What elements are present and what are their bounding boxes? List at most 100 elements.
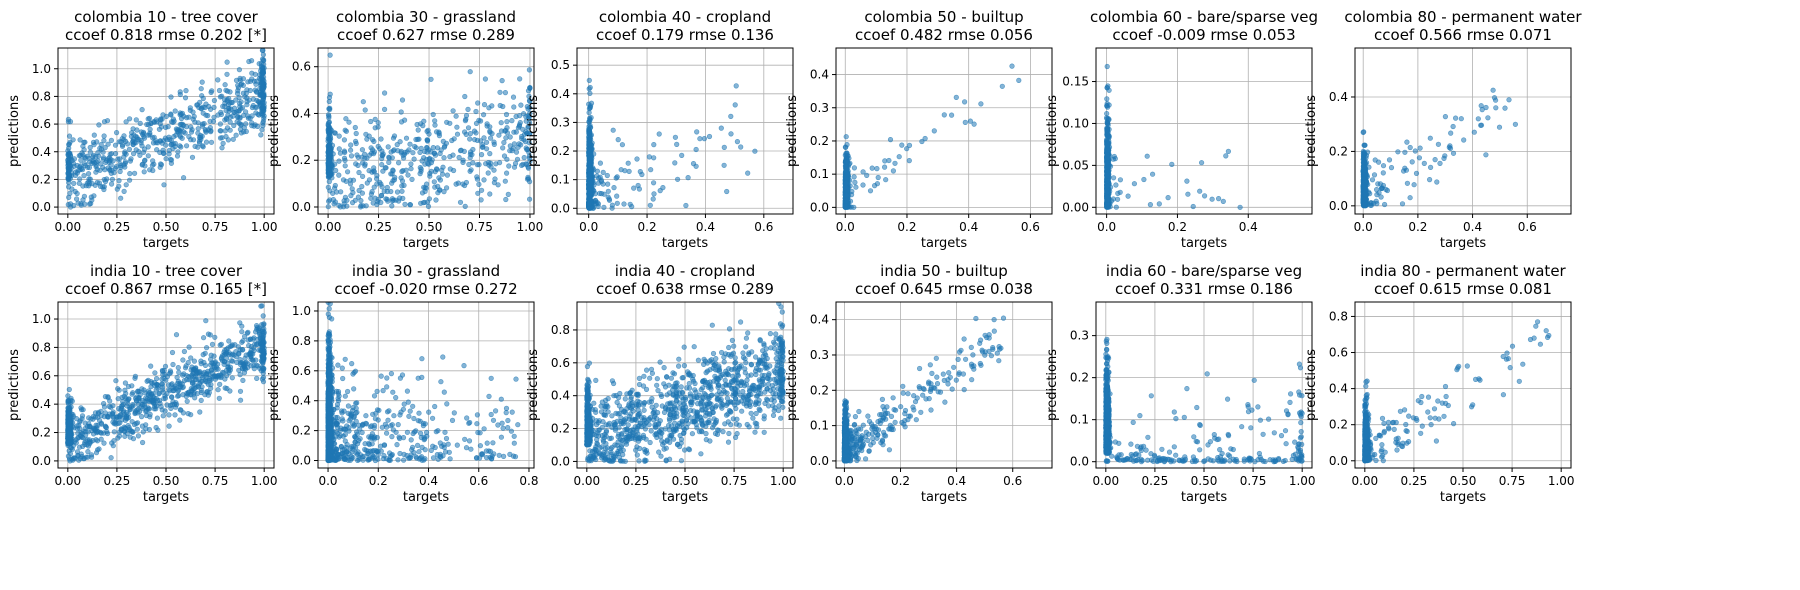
data-point	[462, 203, 468, 209]
data-point	[261, 366, 267, 372]
data-point	[260, 70, 266, 76]
data-point	[202, 127, 208, 133]
y-tick-label: 0.0	[32, 200, 51, 214]
data-point	[465, 106, 471, 112]
data-point	[382, 165, 388, 171]
data-point	[97, 145, 103, 151]
data-point	[102, 167, 108, 173]
data-point	[614, 193, 620, 199]
data-point	[843, 134, 849, 140]
data-point	[864, 172, 870, 178]
y-tick-label: 0.4	[32, 145, 51, 159]
data-point	[343, 128, 350, 134]
data-point	[1384, 187, 1390, 194]
data-point	[587, 166, 593, 172]
data-point	[430, 145, 436, 151]
data-point	[486, 105, 492, 111]
data-point	[1388, 165, 1395, 171]
data-point	[432, 122, 438, 128]
data-point	[71, 180, 77, 186]
data-point	[424, 138, 431, 144]
data-point	[467, 69, 473, 75]
data-point	[474, 176, 481, 182]
data-point	[586, 109, 592, 116]
data-point	[372, 125, 378, 131]
data-point	[158, 404, 164, 410]
data-point	[135, 420, 141, 426]
data-point	[962, 119, 968, 125]
data-point	[93, 450, 100, 456]
data-point	[1402, 149, 1408, 155]
x-tick-label: 0.0	[318, 474, 337, 488]
data-point	[220, 103, 226, 109]
data-point	[1131, 181, 1137, 187]
data-point	[203, 318, 209, 324]
subplot-title-line-2: ccoef 0.566 rmse 0.071	[1374, 26, 1552, 44]
data-point	[90, 157, 96, 164]
x-tick-label: 0.75	[466, 220, 493, 234]
data-point	[1485, 115, 1491, 121]
data-point	[1426, 177, 1433, 183]
data-point	[414, 121, 420, 128]
y-tick-label: 0.2	[292, 153, 311, 167]
data-point	[146, 115, 153, 121]
data-point	[91, 132, 97, 138]
data-point	[91, 193, 97, 199]
data-point	[238, 397, 244, 403]
data-point	[360, 173, 366, 179]
data-point	[81, 193, 87, 199]
data-point	[124, 403, 130, 409]
data-point	[239, 329, 245, 335]
data-point	[398, 175, 404, 181]
data-point	[190, 137, 197, 143]
data-point	[372, 116, 378, 122]
data-point	[161, 396, 167, 402]
data-point	[347, 177, 353, 183]
data-point	[683, 202, 689, 209]
data-point	[844, 159, 851, 165]
scatter-points	[586, 77, 758, 211]
y-tick-label: 0.2	[32, 172, 51, 186]
data-point	[128, 133, 134, 139]
data-point	[181, 348, 187, 355]
subplot-7: 0.00 0.25 0.50 0.75 1.000.00.20.40.60.81.0in…	[7, 262, 278, 505]
axes-frame	[576, 47, 794, 215]
data-point	[222, 359, 228, 365]
data-point	[524, 146, 531, 152]
data-point	[260, 52, 267, 58]
data-point	[1362, 165, 1368, 171]
data-point	[108, 162, 114, 168]
data-point	[1197, 188, 1203, 194]
x-axis-label: targets	[662, 236, 709, 251]
data-point	[478, 197, 484, 203]
data-point	[1461, 137, 1467, 143]
data-point	[1427, 164, 1434, 170]
data-point	[197, 380, 203, 387]
data-point	[622, 168, 628, 174]
data-point	[594, 199, 600, 206]
y-tick-label: 0.10	[1062, 116, 1089, 130]
data-point	[694, 129, 700, 135]
data-point	[391, 133, 398, 139]
data-point	[1184, 178, 1190, 184]
data-point	[90, 426, 96, 432]
data-point	[398, 109, 404, 115]
data-point	[152, 370, 158, 376]
data-point	[205, 331, 211, 337]
y-tick-label: 0.3	[810, 101, 829, 115]
data-point	[609, 202, 616, 208]
data-point	[111, 429, 117, 435]
data-point	[369, 150, 375, 156]
data-point	[332, 199, 339, 205]
x-tick-label: 0.0	[836, 220, 855, 234]
data-point	[491, 167, 497, 173]
data-point	[219, 145, 225, 151]
data-point	[436, 133, 443, 139]
data-point	[333, 167, 339, 174]
data-point	[1375, 159, 1382, 165]
data-point	[355, 194, 362, 200]
data-point	[95, 429, 101, 435]
data-point	[253, 329, 259, 335]
data-point	[258, 110, 265, 117]
data-point	[396, 198, 402, 204]
